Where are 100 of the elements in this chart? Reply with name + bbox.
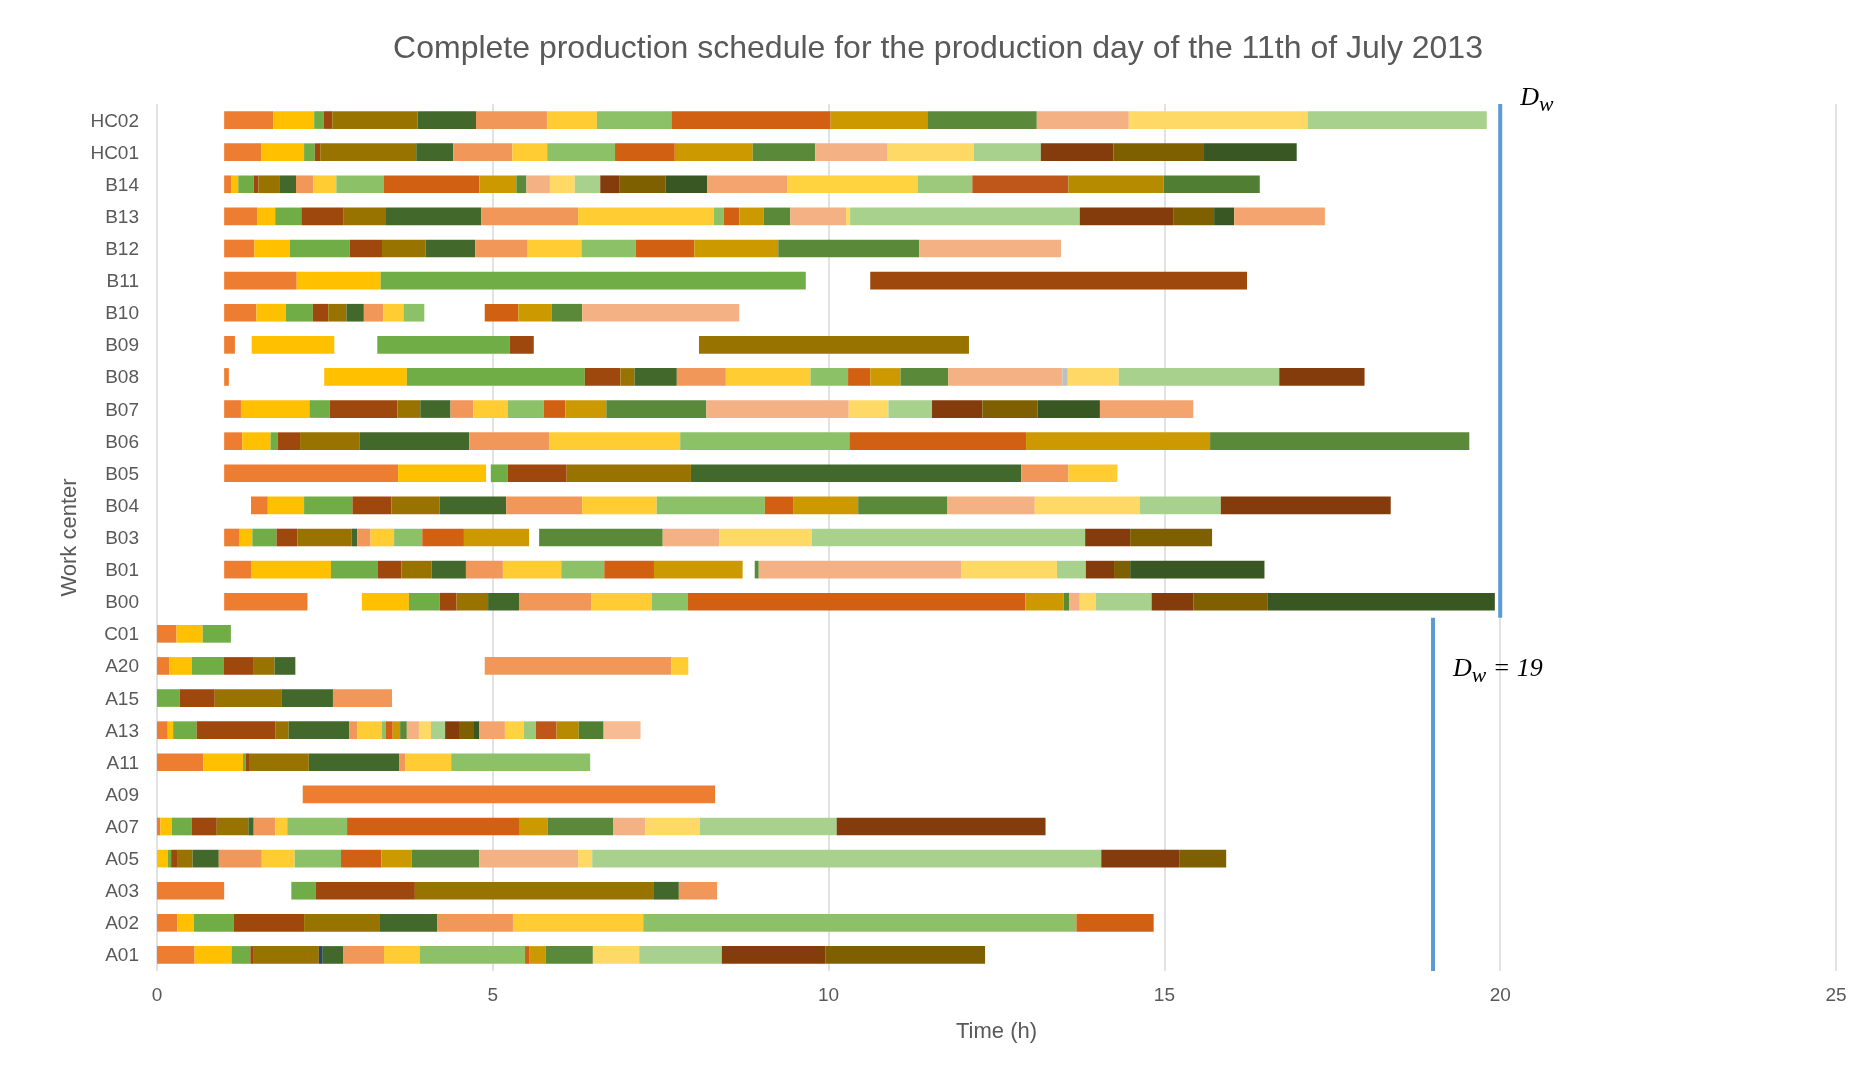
bar [518,303,552,322]
y-tick-label: B12 [105,238,139,259]
bar [1068,175,1164,194]
bar [251,336,335,354]
bar [377,336,510,354]
bar [224,143,262,161]
bar [250,946,254,964]
bar [972,175,1069,194]
bar [297,528,352,547]
bar [582,496,657,515]
y-axis-title: Work center [56,478,82,597]
bar [275,817,288,836]
bar [476,111,548,129]
bar [676,368,726,386]
bar [754,560,759,579]
bar [662,528,720,547]
bar [453,143,513,161]
bar [793,496,859,515]
bar [308,753,400,772]
bar [619,175,666,194]
bar [526,175,550,194]
bar [336,175,384,194]
bar [304,914,380,932]
bar [312,303,329,322]
bar [281,689,333,707]
bar [1036,111,1129,129]
ref-line-label: D$_{w}$ [1520,82,1554,118]
bar [218,849,262,868]
bar [231,946,251,964]
bar [380,271,806,290]
bar [900,368,949,386]
bar [1034,496,1140,515]
bar [261,143,305,161]
bar [405,753,452,772]
bar [848,368,871,386]
bar [551,303,583,322]
bar [416,143,454,161]
bar [1214,207,1235,226]
bar [463,528,530,547]
y-tick-label: B07 [105,398,139,420]
bar [289,239,350,258]
bar [687,592,1026,611]
bar [484,303,519,322]
bar [603,721,641,739]
bar [450,400,474,418]
x-tick-label: 5 [487,984,499,1005]
bar [233,914,305,932]
bar [830,111,928,129]
x-tick-label: 25 [1825,984,1847,1005]
bar [561,560,605,579]
ref-line-label: D$_{w}$ = 19 [1453,653,1543,689]
bar [764,496,794,515]
x-axis-title: Time (h) [955,1017,1038,1043]
bar [224,400,241,418]
bar [270,432,278,450]
bar [403,303,425,322]
bar [224,528,240,547]
bar [437,914,513,932]
bar [379,914,438,932]
bar [527,239,582,258]
bar [384,175,480,194]
y-tick-label: B00 [105,591,139,613]
bar [778,239,920,258]
x-tick-label: 20 [1489,984,1511,1005]
bar [680,432,850,450]
bar [224,239,255,258]
bar [1210,432,1470,450]
bar [698,336,969,354]
y-tick-label: A13 [105,719,139,741]
bar [919,239,1061,258]
bar [671,657,689,675]
x-tick-label: 0 [151,984,163,1005]
bar [825,946,986,964]
bar [214,689,282,707]
bar [397,400,421,418]
bar [1279,368,1365,386]
bar [725,368,811,386]
bar [469,432,550,450]
bar [858,496,948,515]
bar [474,721,480,739]
bar [167,721,174,739]
bar [332,111,418,129]
bar [1095,592,1152,611]
bar [721,946,826,964]
bar [439,496,507,515]
bar [224,207,258,226]
bar [192,849,219,868]
bar [643,914,1077,932]
bar [815,143,888,161]
bar [391,496,440,515]
bar [917,175,973,194]
y-tick-label: B04 [105,494,140,516]
y-tick-label: A11 [106,751,139,773]
bar [249,753,309,772]
bar [318,946,323,964]
bar [202,625,231,643]
bar [502,560,562,579]
bar [386,207,482,226]
bar [277,432,301,450]
bar [408,592,440,611]
